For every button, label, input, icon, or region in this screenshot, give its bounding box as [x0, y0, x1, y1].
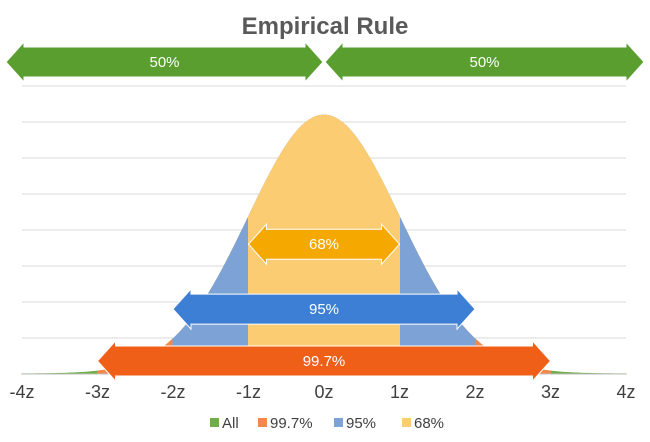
arrow-shape: [5, 40, 324, 84]
x-tick-label: 2z: [465, 382, 484, 402]
x-tick-label: 1z: [390, 382, 409, 402]
legend-item-68: 68%: [402, 415, 444, 432]
x-tick-label: 4z: [616, 382, 635, 402]
legend-label: 95%: [346, 415, 376, 432]
legend-label: 68%: [414, 415, 444, 432]
x-tick-label: 0z: [314, 382, 333, 402]
arrow-95: 95%: [172, 287, 476, 331]
legend-item-95: 95%: [334, 415, 376, 432]
x-tick-label: -4z: [9, 382, 34, 402]
arrow-50: 50%: [324, 40, 645, 84]
legend-swatch: [402, 418, 411, 427]
legend-swatch: [210, 418, 219, 427]
arrow-shape: [96, 339, 552, 383]
legend-item-99-7: 99.7%: [258, 415, 313, 432]
legend-swatch: [258, 418, 267, 427]
arrow-label: 99.7%: [303, 353, 346, 370]
arrow-shape: [324, 40, 645, 84]
arrow-label: 68%: [309, 236, 339, 253]
arrow-label: 95%: [309, 301, 339, 318]
legend-label: All: [222, 415, 239, 432]
arrow-label: 50%: [149, 54, 179, 71]
x-tick-label: -1z: [236, 382, 261, 402]
legend-swatch: [334, 418, 343, 427]
legend-item-all: All: [210, 415, 239, 432]
arrow-50: 50%: [5, 40, 324, 84]
arrow-shape: [247, 222, 401, 266]
x-tick-label: -2z: [160, 382, 185, 402]
arrow-shape: [172, 287, 476, 331]
x-axis-ticks: -4z -3z -2z -1z 0z 1z 2z 3z 4z: [9, 382, 635, 402]
arrow-99-7: 99.7%: [96, 339, 552, 383]
legend: All 99.7% 95% 68%: [210, 415, 444, 432]
x-tick-label: -3z: [85, 382, 110, 402]
chart-title: Empirical Rule: [242, 13, 409, 40]
x-tick-label: 3z: [541, 382, 560, 402]
arrow-68: 68%: [247, 222, 401, 266]
arrow-label: 50%: [469, 54, 499, 71]
range-arrows: 50% 50% 68% 95% 99.7%: [5, 40, 645, 383]
legend-label: 99.7%: [270, 415, 313, 432]
